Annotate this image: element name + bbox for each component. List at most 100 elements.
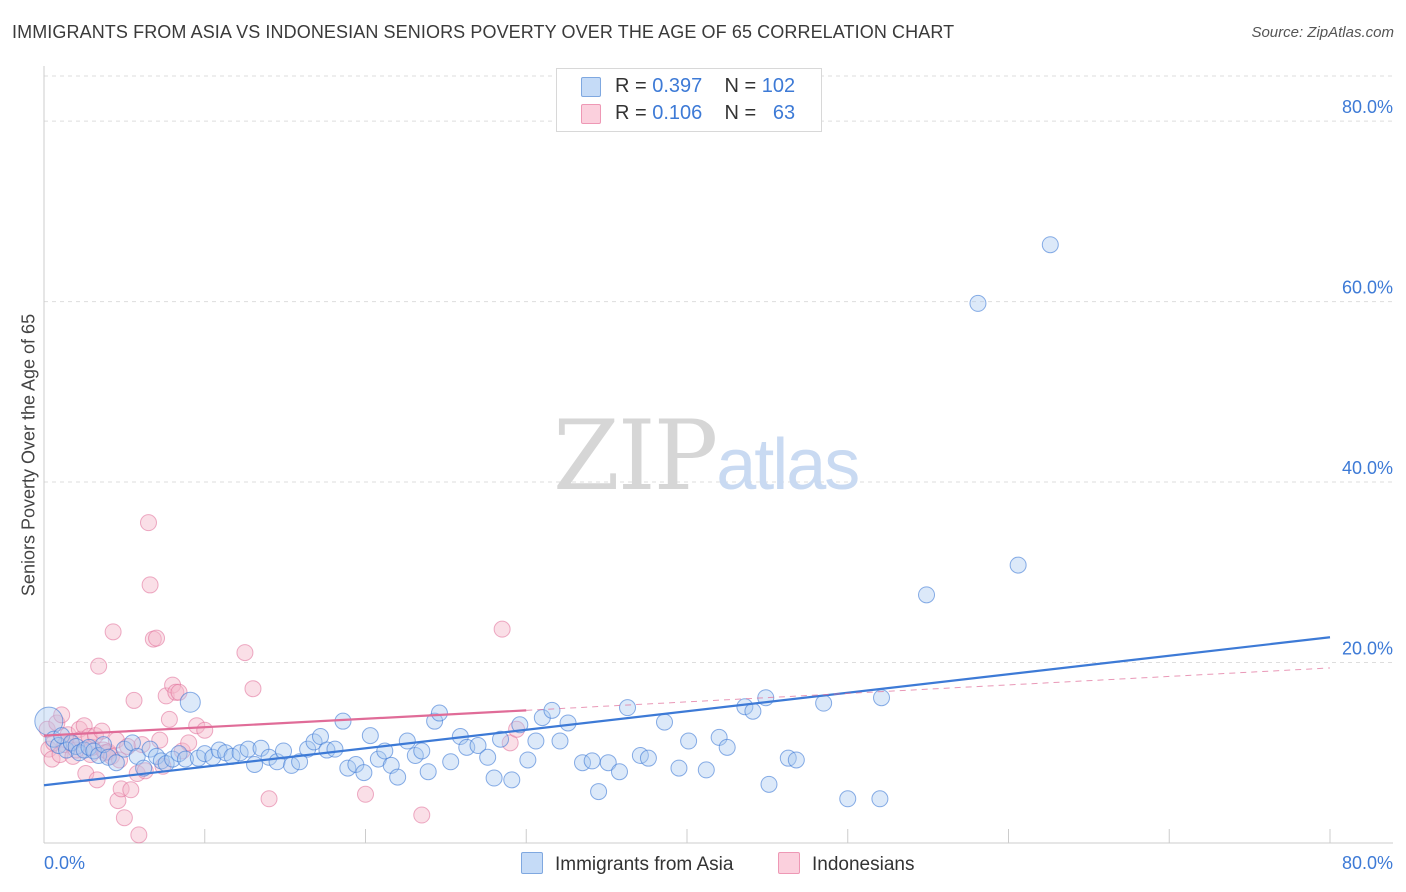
asia-point	[231, 744, 249, 762]
asia-point	[94, 736, 112, 754]
y-tick-label: 80.0%	[1342, 97, 1393, 117]
asia-point	[49, 737, 67, 755]
asia-point	[123, 734, 141, 752]
r-value-indonesians: 0.106	[652, 102, 703, 124]
asia-point	[590, 783, 608, 801]
indonesians-point	[196, 721, 214, 739]
y-tick-label: 40.0%	[1342, 458, 1393, 478]
asia-point	[85, 742, 103, 760]
asia-point	[718, 738, 736, 756]
asia-point	[260, 748, 278, 766]
y-axis-label: Seniors Poverty Over the Age of 65	[18, 313, 39, 597]
asia-point	[141, 740, 159, 758]
indonesians-point	[48, 714, 66, 732]
asia-point	[196, 745, 214, 763]
asia-point	[697, 761, 715, 779]
bottom-legend-swatch-indonesians	[778, 852, 800, 874]
indonesians-point	[141, 576, 159, 594]
asia-point	[107, 754, 125, 772]
indonesians-point	[180, 734, 198, 752]
asia-point	[389, 768, 407, 786]
indonesians-point	[111, 751, 129, 769]
n-value-asia: 102	[761, 75, 796, 97]
indonesians-point	[157, 687, 175, 705]
legend-swatch-asia	[581, 77, 601, 97]
asia-point	[135, 759, 153, 777]
asia-point	[787, 751, 805, 769]
y-tick-label: 60.0%	[1342, 278, 1393, 298]
asia-point	[519, 751, 537, 769]
asia-point	[442, 753, 460, 771]
asia-point	[355, 764, 373, 782]
asia-point	[655, 713, 673, 731]
indonesians-point	[115, 809, 133, 827]
asia-point	[543, 701, 561, 719]
asia-point	[619, 699, 637, 717]
asia-point	[610, 763, 628, 781]
x-tick-label-min: 0.0%	[44, 853, 85, 873]
asia-point	[511, 716, 529, 734]
asia-point	[179, 691, 201, 713]
asia-point	[599, 754, 617, 772]
indonesians-point	[122, 781, 140, 799]
n-value-indonesians: 63	[772, 102, 796, 124]
correlation-legend: R = 0.397 N = 102 R = 0.106 N = 63	[556, 68, 822, 132]
indonesians-point	[413, 806, 431, 824]
asia-point	[1041, 236, 1059, 254]
bottom-legend-asia: Immigrants from Asia	[521, 852, 733, 876]
asia-point	[339, 759, 357, 777]
indonesians-point	[160, 710, 178, 728]
asia-point	[326, 740, 344, 758]
indonesians-point	[104, 623, 122, 641]
asia-point	[426, 712, 444, 730]
indonesians-point	[188, 717, 206, 735]
asia-point	[918, 586, 936, 604]
asia-point	[744, 702, 762, 720]
asia-point	[430, 704, 448, 722]
asia-point	[736, 698, 754, 716]
asia-point	[361, 727, 379, 745]
asia-point	[291, 753, 309, 771]
asia-point	[503, 771, 521, 789]
indonesians-point	[236, 644, 254, 662]
indonesians-trend-line	[43, 709, 527, 737]
indonesians-point	[139, 514, 157, 532]
watermark: ZIPatlas	[553, 400, 860, 512]
asia-point	[670, 759, 688, 777]
asia-point	[639, 749, 657, 767]
y-tick-label: 20.0%	[1342, 639, 1393, 659]
indonesians-trend-extension	[526, 667, 1331, 711]
asia-point	[871, 790, 889, 808]
asia-point	[299, 740, 317, 758]
asia-point	[469, 737, 487, 755]
asia-point	[559, 714, 577, 732]
r-value-asia: 0.397	[652, 75, 703, 97]
indonesians-point	[90, 657, 108, 675]
asia-point	[492, 730, 510, 748]
indonesians-point	[148, 629, 166, 647]
asia-point	[680, 732, 698, 750]
asia-point	[419, 763, 437, 781]
asia-point	[246, 755, 264, 773]
asia-point	[583, 752, 601, 770]
asia-point	[485, 769, 503, 787]
indonesians-point	[244, 680, 262, 698]
asia-point	[873, 689, 891, 707]
asia-point	[815, 694, 833, 712]
asia-point	[527, 732, 545, 750]
indonesians-point	[125, 691, 143, 709]
asia-point	[551, 732, 569, 750]
indonesians-point	[112, 780, 130, 798]
indonesians-point	[493, 620, 511, 638]
source-label: Source: ZipAtlas.com	[1251, 24, 1394, 41]
bottom-legend-indonesians: Indonesians	[778, 852, 914, 876]
asia-point	[479, 748, 497, 766]
bottom-legend-swatch-asia	[521, 852, 543, 874]
asia-point	[70, 744, 88, 762]
asia-point	[239, 740, 257, 758]
asia-point	[398, 732, 416, 750]
asia-point	[176, 750, 194, 768]
x-tick-label-max: 80.0%	[1342, 853, 1393, 873]
indonesians-point	[357, 785, 374, 803]
